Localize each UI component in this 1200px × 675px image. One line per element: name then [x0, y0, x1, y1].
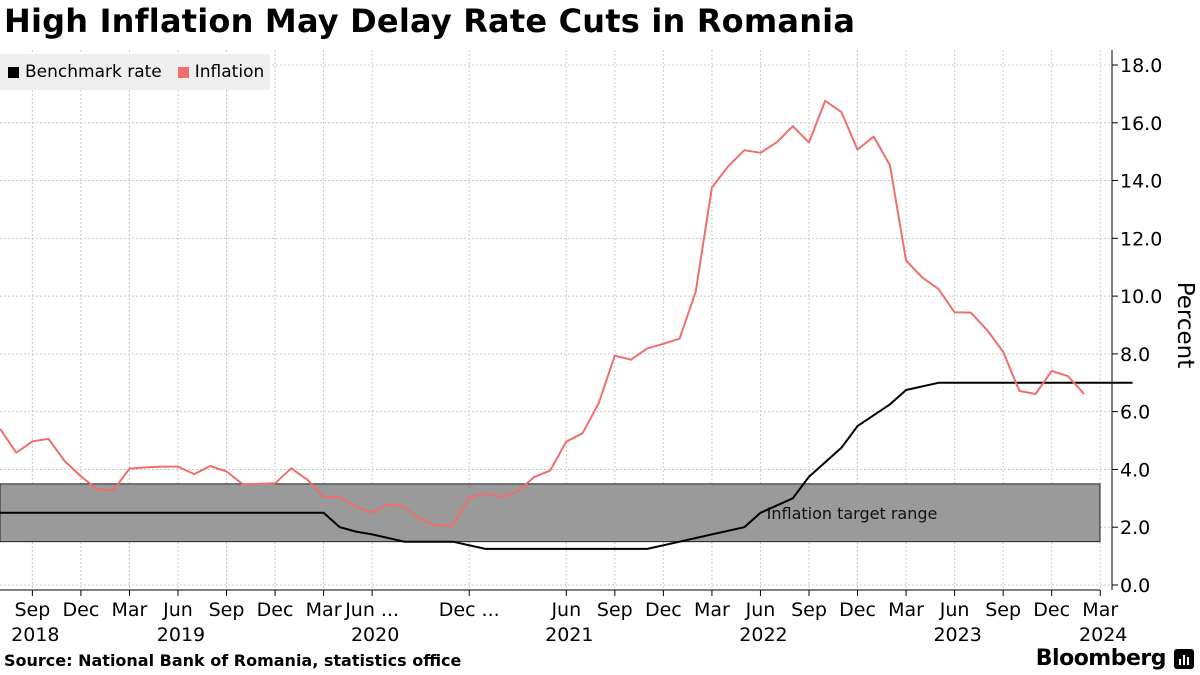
x-tick-label: Dec	[645, 599, 682, 621]
y-axis: 0.0 2.0 4.0 6.0 8.0 10.0 12.0 14.0 16.0 18.0 Perce…	[1111, 50, 1198, 597]
legend-item-inflation: Inflation	[177, 62, 265, 82]
x-tick-label: Dec	[63, 599, 100, 621]
x-tick-label: Dec	[839, 599, 876, 621]
x-tick-label: Mar	[1082, 599, 1118, 621]
brand-logo: Bloomberg	[1035, 646, 1167, 671]
y-tick-label: 0.0	[1120, 575, 1150, 597]
x-tick-label: Jun ...	[344, 599, 399, 621]
x-tick-label: Dec	[257, 599, 294, 621]
y-tick-label: 14.0	[1120, 171, 1162, 193]
legend: Benchmark rate Inflation	[0, 54, 270, 90]
legend-label-benchmark: Benchmark rate	[25, 62, 162, 82]
legend-item-benchmark: Benchmark rate	[8, 62, 162, 82]
x-tick-label: Mar	[694, 599, 730, 621]
x-tick-label: Mar	[112, 599, 148, 621]
y-tick-label: 6.0	[1120, 402, 1150, 424]
chart-title: High Inflation May Delay Rate Cuts in Ro…	[4, 2, 856, 40]
benchmark-rate-line	[0, 381, 1133, 550]
y-tick-label: 2.0	[1120, 517, 1150, 539]
y-tick-label: 8.0	[1120, 344, 1150, 366]
y-tick-label: 4.0	[1120, 459, 1150, 481]
x-year-label: 2018	[11, 624, 59, 646]
x-tick-label: Sep	[985, 599, 1021, 621]
x-year-label: 2024	[1079, 624, 1127, 646]
y-tick-label: 12.0	[1120, 228, 1162, 250]
x-tick-label: Dec	[1033, 599, 1070, 621]
x-year-label: 2020	[351, 624, 399, 646]
x-axis: Sep Dec Mar Jun Sep Dec Mar Jun ... Dec ... Jun Se…	[0, 589, 1127, 646]
x-tick-label: Jun	[550, 599, 581, 621]
legend-swatch-inflation	[177, 66, 189, 78]
x-year-label: 2021	[545, 624, 593, 646]
x-tick-label: Jun	[939, 599, 970, 621]
legend-label-inflation: Inflation	[194, 62, 265, 82]
x-tick-label: Sep	[597, 599, 633, 621]
x-year-label: 2019	[157, 624, 205, 646]
target-band-label: Inflation target range	[767, 504, 938, 523]
y-axis-label: Percent	[1172, 282, 1198, 369]
x-tick-label: Jun	[745, 599, 776, 621]
bloomberg-bars-icon	[1174, 649, 1194, 669]
x-tick-label: Jun	[162, 599, 193, 621]
x-tick-label: Dec ...	[439, 599, 500, 621]
series-group	[0, 99, 1133, 550]
x-tick-label: Sep	[14, 599, 50, 621]
y-tick-label: 16.0	[1120, 113, 1162, 135]
y-tick-label: 18.0	[1120, 55, 1162, 77]
x-tick-label: Mar	[306, 599, 342, 621]
legend-swatch-benchmark	[8, 66, 19, 78]
inflation-line	[0, 99, 1085, 527]
y-tick-label: 10.0	[1120, 286, 1162, 308]
source-note: Source: National Bank of Romania, statis…	[4, 651, 462, 670]
x-tick-label: Sep	[791, 599, 827, 621]
x-tick-label: Mar	[888, 599, 924, 621]
x-year-label: 2023	[933, 624, 981, 646]
x-year-label: 2022	[739, 624, 787, 646]
x-tick-label: Sep	[209, 599, 245, 621]
